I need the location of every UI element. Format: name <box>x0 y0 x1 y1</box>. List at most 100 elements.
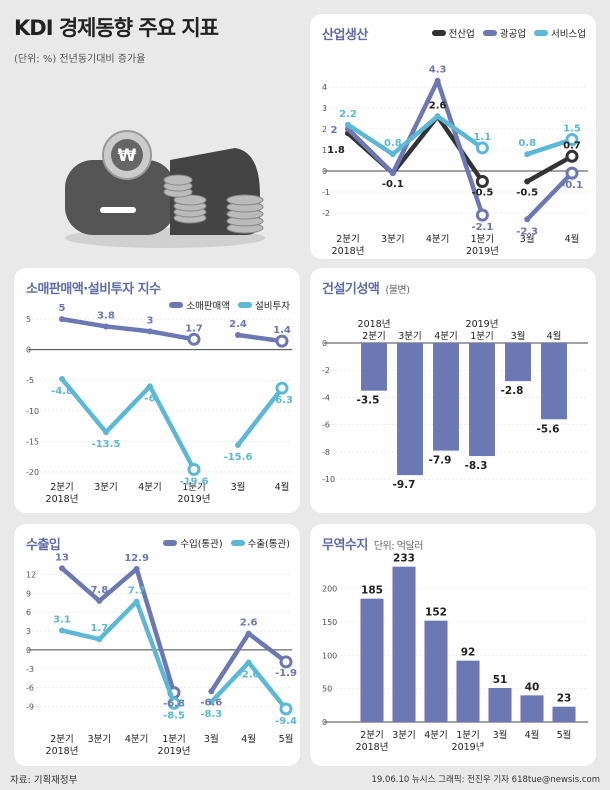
data-point <box>59 565 65 572</box>
year-label: 2019년 <box>466 246 499 257</box>
bar <box>552 706 576 722</box>
x-tick-label: 4분기 <box>424 730 448 741</box>
x-tick-label: 4분기 <box>138 482 162 493</box>
y-tick-label: 150 <box>322 618 337 627</box>
x-tick-label: 4분기 <box>125 734 149 745</box>
y-tick-label: 9 <box>26 589 31 598</box>
industry-chart: -2 -1 0 1 2 3 4 2분기 3분기 4분기 1분기 3월 4월 2018년 2019년 1.8 -0… <box>322 65 588 257</box>
data-point <box>524 151 531 158</box>
y-tick-label: 1 <box>322 146 327 155</box>
data-label: -6 <box>144 393 155 404</box>
data-label: -0.1 <box>382 179 404 190</box>
data-label: -15.6 <box>224 452 253 463</box>
data-label: 1.5 <box>563 124 581 135</box>
bar <box>505 343 531 382</box>
data-point <box>147 328 153 335</box>
x-tick-label: 5월 <box>557 729 572 741</box>
y-tick-label: 0 <box>26 346 31 355</box>
legend-investment: 설비투자 <box>255 301 290 312</box>
y-tick-label: -6 <box>322 421 330 430</box>
data-label: 2.2 <box>339 109 357 120</box>
data-point <box>133 565 140 572</box>
data-label: 3.8 <box>97 310 115 321</box>
series-line-0 <box>524 154 575 184</box>
data-label: 1.1 <box>474 132 492 143</box>
series-line-1 <box>345 78 485 218</box>
data-point <box>475 175 489 188</box>
bar-value-label: -5.6 <box>537 423 560 435</box>
data-point <box>96 636 103 643</box>
series-line-1 <box>524 170 575 222</box>
balance-chart: 50 100 150 200 0 185 2분기 233 3분기 152 4분기 92 1분기 51 3월 4… <box>322 553 588 753</box>
bar-value-label: -3.5 <box>357 395 380 407</box>
data-label: 2 <box>331 125 338 136</box>
y-tick-label: 5 <box>26 315 31 324</box>
data-point <box>524 178 531 185</box>
industry-panel: 산업생산 전산업 광공업 서비스업 -2 -1 0 1 2 3 4 2분기 3분기 4분기 1분기 3… <box>310 14 596 259</box>
bar <box>361 343 387 391</box>
data-label: 12.9 <box>124 553 149 564</box>
bar-value-label: 233 <box>393 553 415 565</box>
construction-title-text: 건설기성액 <box>322 282 380 297</box>
industry-legend: 전산업 광공업 서비스업 <box>431 26 586 40</box>
data-point <box>245 630 252 637</box>
watermark: NEWSIS <box>475 742 582 770</box>
y-tick-label: -1 <box>322 188 330 197</box>
data-point <box>59 627 65 634</box>
data-label: 2.6 <box>429 100 447 111</box>
data-label: 1.7 <box>90 623 108 634</box>
data-point <box>59 316 65 323</box>
y-tick-label: 3 <box>322 104 327 113</box>
data-label: 0.8 <box>384 138 402 149</box>
year-label: 2018년 <box>332 246 365 257</box>
series-line-2 <box>524 137 575 157</box>
legend-retail: 소매판매액 <box>186 301 231 312</box>
data-point <box>279 702 293 716</box>
data-point <box>245 659 252 666</box>
data-label: -8.3 <box>200 709 222 720</box>
balance-title: 무역수지 단위: 억달러 <box>322 534 423 553</box>
x-tick-label: 5월 <box>279 733 294 745</box>
y-tick-label: 4 <box>322 83 327 92</box>
data-label: -0.1 <box>561 180 583 191</box>
data-label: -8.5 <box>163 710 185 721</box>
y-tick-label: 0 <box>322 339 327 348</box>
page-subtitle: (단위: %) 전년동기대비 증가율 <box>14 54 146 65</box>
bar <box>397 343 423 476</box>
data-point <box>208 699 215 706</box>
y-tick-label: -2 <box>322 366 330 375</box>
x-tick-label: 4월 <box>275 481 290 493</box>
year-label: 2018년 <box>358 319 391 330</box>
data-label: 7.8 <box>90 585 108 596</box>
series-line-0 <box>235 332 285 344</box>
data-point <box>434 77 441 84</box>
x-tick-label: 2분기 <box>50 734 74 745</box>
construction-chart: -10 -8 -6 -4 -2 0 -3.5 2분기 -9.7 3분기 -7.9 4분기 -8.3 1분기… <box>322 319 588 491</box>
bar-value-label: -7.9 <box>429 455 452 467</box>
construction-title: 건설기성액 (불변) <box>322 278 410 297</box>
data-point <box>187 462 201 476</box>
data-label: 13 <box>55 552 69 563</box>
bar-value-label: 23 <box>557 693 572 705</box>
x-tick-label: 4분기 <box>426 234 450 245</box>
y-tick-label: -3 <box>26 665 34 674</box>
data-label: -2.1 <box>471 222 493 233</box>
legend-all-industry: 전산업 <box>448 29 475 40</box>
data-label: 0.7 <box>563 140 581 151</box>
legend-mining: 광공업 <box>499 29 527 40</box>
x-tick-label: 1분기 <box>182 482 206 493</box>
data-point <box>235 442 241 448</box>
x-tick-label: 3분기 <box>94 482 118 493</box>
data-point <box>524 216 531 223</box>
x-tick-label: 1분기 <box>456 730 480 741</box>
data-label: 2.6 <box>240 618 258 629</box>
series-line-1 <box>59 376 197 472</box>
data-point <box>565 149 579 163</box>
balance-panel: 무역수지 단위: 억달러 50 100 150 200 0 185 2분기 233 3분기 152 4… <box>310 524 596 766</box>
data-point <box>147 383 153 390</box>
data-label: -19.6 <box>180 476 209 487</box>
data-label: -1.9 <box>275 668 297 679</box>
y-tick-label: 12 <box>26 571 36 580</box>
data-point <box>345 121 351 128</box>
data-label: 1.8 <box>327 145 345 156</box>
